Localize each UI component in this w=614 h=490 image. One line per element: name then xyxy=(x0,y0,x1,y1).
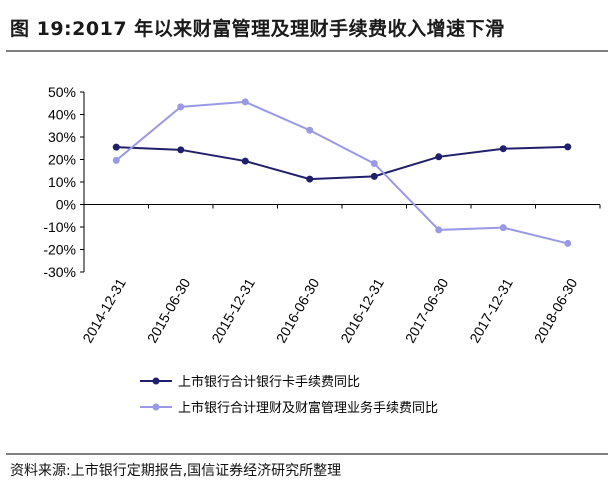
y-tick-label: 30% xyxy=(48,129,76,145)
x-tick-label: 2016-06-30 xyxy=(273,275,323,345)
legend-marker-2 xyxy=(152,403,160,411)
legend-label-2: 上市银行合计理财及财富管理业务手续费同比 xyxy=(178,400,438,416)
series-1-point xyxy=(177,146,185,154)
bottom-rule xyxy=(6,453,608,455)
x-tick-label: 2017-06-30 xyxy=(402,275,452,345)
series-1-point xyxy=(564,143,572,151)
series-2-point xyxy=(112,156,120,164)
source-note: 资料来源:上市银行定期报告,国信证券经济研究所整理 xyxy=(10,463,342,479)
y-tick-label: 40% xyxy=(48,107,76,123)
y-tick-label: 10% xyxy=(48,174,76,190)
series-1-point xyxy=(499,145,507,153)
series-2-point xyxy=(370,160,378,168)
y-tick-label: -10% xyxy=(43,219,76,235)
y-tick-label: -30% xyxy=(43,264,76,280)
y-tick-label: -20% xyxy=(43,242,76,258)
series-1-point xyxy=(306,175,314,183)
x-tick-label: 2015-06-30 xyxy=(144,275,194,345)
legend-label-1: 上市银行合计银行卡手续费同比 xyxy=(178,374,360,390)
legend-marker-1 xyxy=(152,377,160,385)
series-line-2 xyxy=(115,100,568,245)
series-1-point xyxy=(112,143,120,151)
series-line-1 xyxy=(116,145,568,181)
x-tick-label: 2017-12-31 xyxy=(466,275,516,345)
y-tick-label: 0% xyxy=(56,197,76,213)
series-2-point xyxy=(499,224,507,232)
figure-title: 图 19:2017 年以来财富管理及理财手续费收入增速下滑 xyxy=(10,18,505,40)
series-1-point xyxy=(370,172,378,180)
series-2-point xyxy=(306,126,314,134)
series-1-point xyxy=(241,157,249,165)
y-tick-label: 50% xyxy=(48,84,76,100)
x-tick-label: 2015-12-31 xyxy=(208,275,258,345)
top-rule xyxy=(6,50,608,52)
series-2-point xyxy=(435,226,443,234)
series-2-point xyxy=(564,239,572,247)
series-2-point xyxy=(241,98,249,106)
x-tick-label: 2016-12-31 xyxy=(337,275,387,345)
x-tick-label: 2018-06-30 xyxy=(531,275,581,345)
series-2-point xyxy=(177,103,185,111)
y-tick-label: 20% xyxy=(48,152,76,168)
x-tick-label: 2014-12-31 xyxy=(79,275,129,345)
series-1-point xyxy=(435,153,443,161)
